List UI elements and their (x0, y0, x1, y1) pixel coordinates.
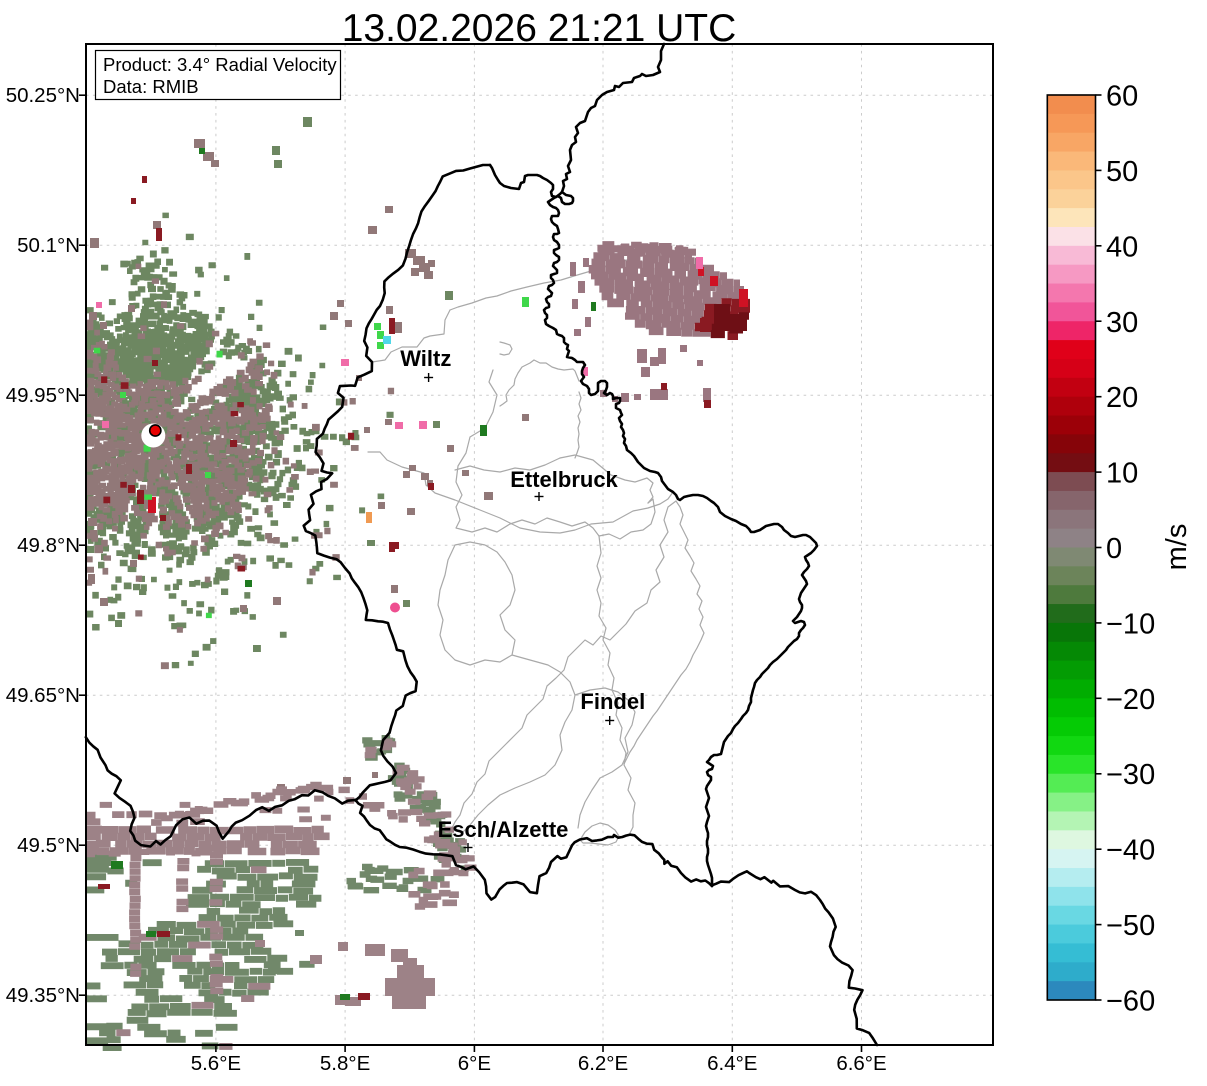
svg-text:13.02.2026 21:21 UTC: 13.02.2026 21:21 UTC (342, 7, 737, 50)
svg-text:49.65°N: 49.65°N (6, 684, 80, 707)
svg-text:50.25°N: 50.25°N (6, 84, 80, 107)
svg-text:6°E: 6°E (458, 1052, 491, 1075)
svg-text:10: 10 (1106, 458, 1138, 490)
svg-text:6.2°E: 6.2°E (578, 1052, 628, 1075)
svg-text:30: 30 (1106, 307, 1138, 339)
svg-text:50.1°N: 50.1°N (17, 234, 80, 257)
svg-text:−50: −50 (1106, 910, 1155, 942)
svg-text:5.8°E: 5.8°E (320, 1052, 370, 1075)
svg-text:5.6°E: 5.6°E (191, 1052, 241, 1075)
svg-text:−60: −60 (1106, 986, 1155, 1018)
svg-text:60: 60 (1106, 81, 1138, 113)
svg-text:−20: −20 (1106, 684, 1155, 716)
svg-text:−40: −40 (1106, 835, 1155, 867)
svg-text:49.8°N: 49.8°N (17, 534, 80, 557)
svg-text:49.35°N: 49.35°N (6, 984, 80, 1007)
svg-text:20: 20 (1106, 382, 1138, 414)
svg-text:−30: −30 (1106, 759, 1155, 791)
svg-text:40: 40 (1106, 231, 1138, 263)
svg-text:49.5°N: 49.5°N (17, 834, 80, 857)
svg-text:49.95°N: 49.95°N (6, 384, 80, 407)
svg-text:6.4°E: 6.4°E (707, 1052, 757, 1075)
svg-text:0: 0 (1106, 533, 1122, 565)
svg-text:Findel: Findel (580, 689, 645, 714)
svg-text:−10: −10 (1106, 608, 1155, 640)
svg-text:50: 50 (1106, 156, 1138, 188)
svg-text:Ettelbruck: Ettelbruck (510, 467, 618, 492)
svg-text:Wiltz: Wiltz (400, 346, 451, 371)
svg-text:Data: RMIB: Data: RMIB (103, 76, 199, 97)
svg-text:Esch/Alzette: Esch/Alzette (438, 817, 569, 842)
svg-text:Product: 3.4° Radial Velocity: Product: 3.4° Radial Velocity (103, 54, 337, 75)
svg-text:m/s: m/s (1161, 524, 1193, 571)
svg-text:6.6°E: 6.6°E (836, 1052, 886, 1075)
